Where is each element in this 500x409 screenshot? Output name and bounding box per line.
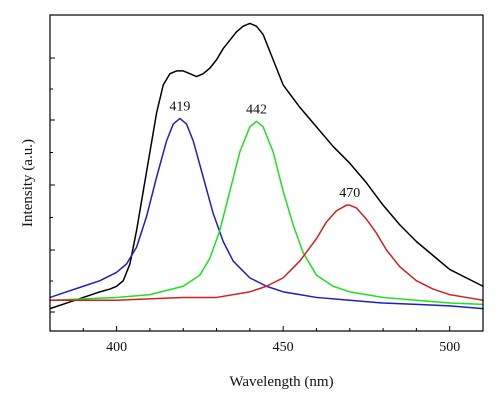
x-tick-label-450: 450 — [273, 340, 294, 355]
peak-label-442: 442 — [246, 102, 267, 117]
annotations-layer: 419 442 470 — [169, 99, 360, 201]
plot-frame — [49, 14, 484, 332]
series-line-3 — [49, 120, 484, 306]
series-layer — [49, 22, 484, 310]
ticks-layer: 400 450 500 — [50, 57, 484, 355]
y-axis-title: Intensity (a.u.) — [20, 139, 36, 227]
x-axis-title: Wavelength (nm) — [229, 374, 333, 390]
peak-label-419: 419 — [169, 99, 190, 114]
x-tick-label-500: 500 — [439, 340, 460, 355]
x-tick-label-400: 400 — [106, 340, 127, 355]
peak-label-470: 470 — [339, 186, 360, 201]
series-line-4 — [49, 204, 484, 301]
series-line-1 — [49, 22, 484, 310]
series-line-2 — [49, 117, 484, 310]
